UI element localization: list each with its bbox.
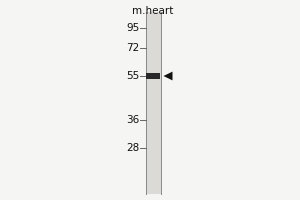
Bar [146,73,160,79]
Polygon shape [164,72,172,80]
Text: 55: 55 [126,71,140,81]
Text: 36: 36 [126,115,140,125]
Text: 28: 28 [126,143,140,153]
Text: m.heart: m.heart [132,6,174,16]
Text: 95: 95 [126,23,140,33]
Text: 72: 72 [126,43,140,53]
Bar [146,12,160,194]
